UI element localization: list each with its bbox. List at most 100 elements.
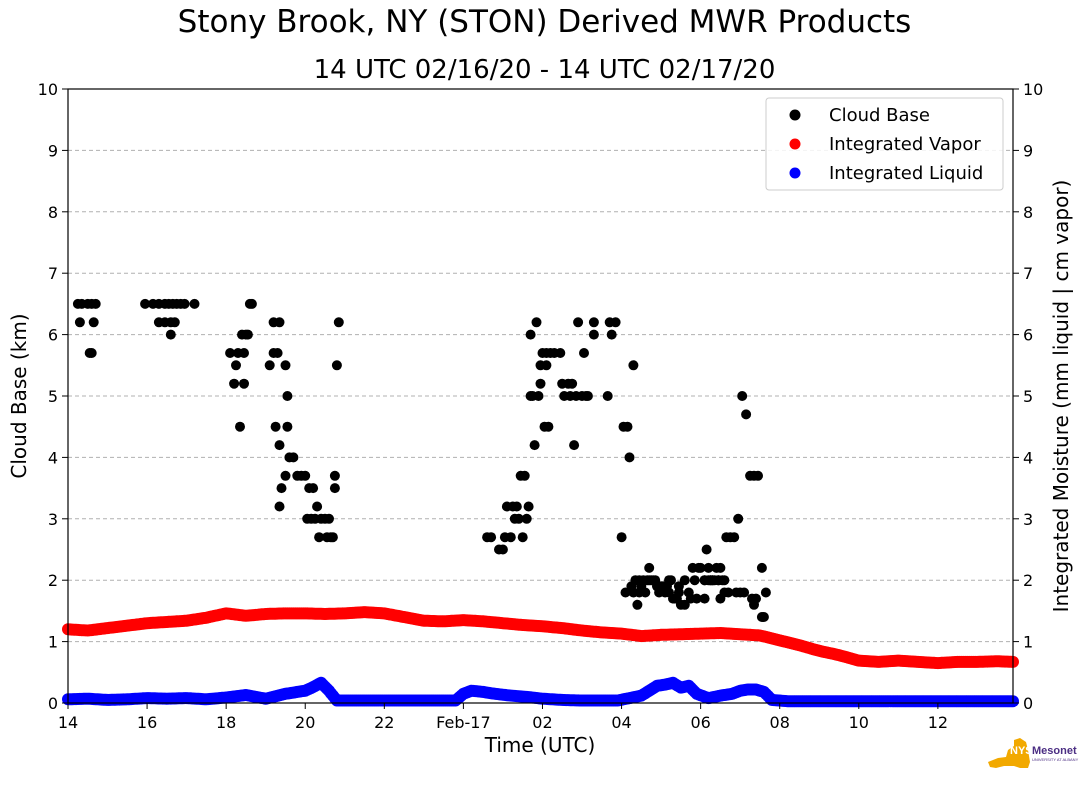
cloud-base-point bbox=[689, 575, 700, 586]
cloud-base-point bbox=[189, 298, 200, 309]
y-tick-label: 2 bbox=[48, 571, 58, 590]
series-cloud-base bbox=[72, 298, 771, 622]
cloud-base-point bbox=[231, 360, 241, 371]
cloud-base-point bbox=[569, 440, 580, 451]
cloud-base-point bbox=[314, 532, 325, 543]
chart-subtitle: 14 UTC 02/16/20 - 14 UTC 02/17/20 bbox=[313, 55, 776, 85]
y-tick-label: 10 bbox=[38, 80, 58, 99]
x-tick-label: 12 bbox=[928, 713, 948, 732]
cloud-base-point bbox=[616, 532, 627, 543]
cloud-base-point bbox=[739, 587, 750, 598]
y-tick-label: 1 bbox=[48, 633, 58, 652]
x-tick-label: 04 bbox=[611, 713, 631, 732]
legend-marker-integrated-vapor bbox=[789, 138, 801, 150]
y-tick-label: 4 bbox=[48, 448, 58, 467]
x-tick-label: 06 bbox=[690, 713, 710, 732]
cloud-base-point bbox=[288, 452, 299, 463]
cloud-base-point bbox=[327, 532, 338, 543]
cloud-base-point bbox=[632, 599, 643, 610]
cloud-base-point bbox=[628, 360, 639, 371]
cloud-base-point bbox=[316, 513, 327, 524]
cloud-base-point bbox=[237, 329, 247, 340]
cloud-base-point bbox=[239, 348, 249, 358]
cloud-base-point bbox=[312, 501, 323, 512]
cloud-base-point bbox=[329, 470, 340, 481]
legend: Cloud Base Integrated Vapor Integrated Liq… bbox=[765, 97, 1004, 191]
x-tick-label: 08 bbox=[770, 713, 790, 732]
cloud-base-point bbox=[308, 483, 319, 494]
y2-tick-label: 5 bbox=[1023, 387, 1033, 406]
cloud-base-point bbox=[626, 581, 637, 592]
cloud-base-point bbox=[737, 391, 748, 401]
cloud-base-point bbox=[169, 317, 180, 328]
cloud-base-point bbox=[588, 317, 599, 328]
y-tick-label: 8 bbox=[48, 203, 58, 222]
cloud-base-point bbox=[541, 360, 552, 371]
cloud-base-point bbox=[610, 317, 621, 328]
cloud-base-point bbox=[521, 513, 532, 524]
cloud-base-point bbox=[274, 440, 285, 451]
cloud-base-point bbox=[235, 421, 245, 432]
x-tick-label: 14 bbox=[58, 713, 78, 732]
y-tick-label: 3 bbox=[48, 510, 58, 529]
cloud-base-point bbox=[758, 612, 769, 622]
cloud-base-point bbox=[691, 593, 702, 604]
cloud-base-point bbox=[620, 587, 631, 598]
cloud-base-point bbox=[664, 575, 674, 586]
y2-axis-label: Integrated Moisture (mm liquid | cm vapo… bbox=[1049, 180, 1073, 613]
cloud-base-point bbox=[324, 513, 334, 524]
new-york-state-icon bbox=[988, 738, 1030, 768]
y2-tick-label: 8 bbox=[1023, 203, 1033, 222]
y2-tick-label: 4 bbox=[1023, 448, 1033, 467]
cloud-base-point bbox=[606, 329, 617, 340]
cloud-base-point bbox=[729, 532, 740, 543]
cloud-base-point bbox=[274, 317, 285, 328]
y-tick-label: 6 bbox=[48, 326, 58, 345]
series-integrated-liquid bbox=[62, 676, 1019, 708]
cloud-base-point bbox=[225, 348, 236, 358]
y2-tick-label: 9 bbox=[1023, 141, 1033, 160]
cloud-base-point bbox=[280, 470, 291, 481]
x-tick-label: 20 bbox=[295, 713, 315, 732]
chart-title: Stony Brook, NY (STON) Derived MWR Produ… bbox=[177, 4, 912, 40]
cloud-base-point bbox=[525, 329, 536, 340]
y2-tick-label: 3 bbox=[1023, 510, 1033, 529]
cloud-base-point bbox=[90, 298, 101, 309]
cloud-base-point bbox=[519, 470, 530, 481]
y-tick-label: 0 bbox=[48, 694, 58, 713]
x-tick-label: 16 bbox=[137, 713, 157, 732]
cloud-base-point bbox=[652, 581, 663, 592]
cloud-base-point bbox=[760, 587, 771, 598]
cloud-base-point bbox=[695, 562, 706, 573]
series-integrated-vapor bbox=[62, 606, 1019, 670]
cloud-base-point bbox=[701, 544, 712, 555]
y-axis-label: Cloud Base (km) bbox=[7, 313, 31, 478]
legend-marker-cloud-base bbox=[789, 109, 801, 121]
y2-tick-label: 7 bbox=[1023, 264, 1033, 283]
cloud-base-point bbox=[543, 421, 554, 432]
cloud-base-point bbox=[573, 317, 584, 328]
cloud-base-point bbox=[280, 360, 291, 371]
cloud-base-point bbox=[331, 360, 342, 371]
gridlines bbox=[68, 149, 1013, 643]
cloud-base-point bbox=[753, 470, 763, 481]
cloud-base-point bbox=[86, 348, 97, 358]
cloud-base-point bbox=[567, 378, 578, 389]
cloud-base-point bbox=[270, 421, 281, 432]
cloud-base-point bbox=[276, 483, 287, 494]
y2-tick-label: 10 bbox=[1023, 80, 1043, 99]
cloud-base-point bbox=[264, 360, 275, 371]
y-tick-label: 7 bbox=[48, 264, 58, 283]
y-tick-label: 9 bbox=[48, 141, 58, 160]
y2-tick-label: 1 bbox=[1023, 633, 1033, 652]
cloud-base-point bbox=[517, 532, 528, 543]
cloud-base-point bbox=[699, 593, 710, 604]
cloud-base-point bbox=[579, 348, 589, 358]
nys-mesonet-logo: NYS Mesonet UNIVERSITY AT ALBANY bbox=[988, 738, 1079, 768]
cloud-base-point bbox=[644, 575, 655, 586]
y2-tick-label: 0 bbox=[1023, 694, 1033, 713]
cloud-base-point bbox=[165, 329, 176, 340]
cloud-base-point bbox=[679, 575, 690, 586]
